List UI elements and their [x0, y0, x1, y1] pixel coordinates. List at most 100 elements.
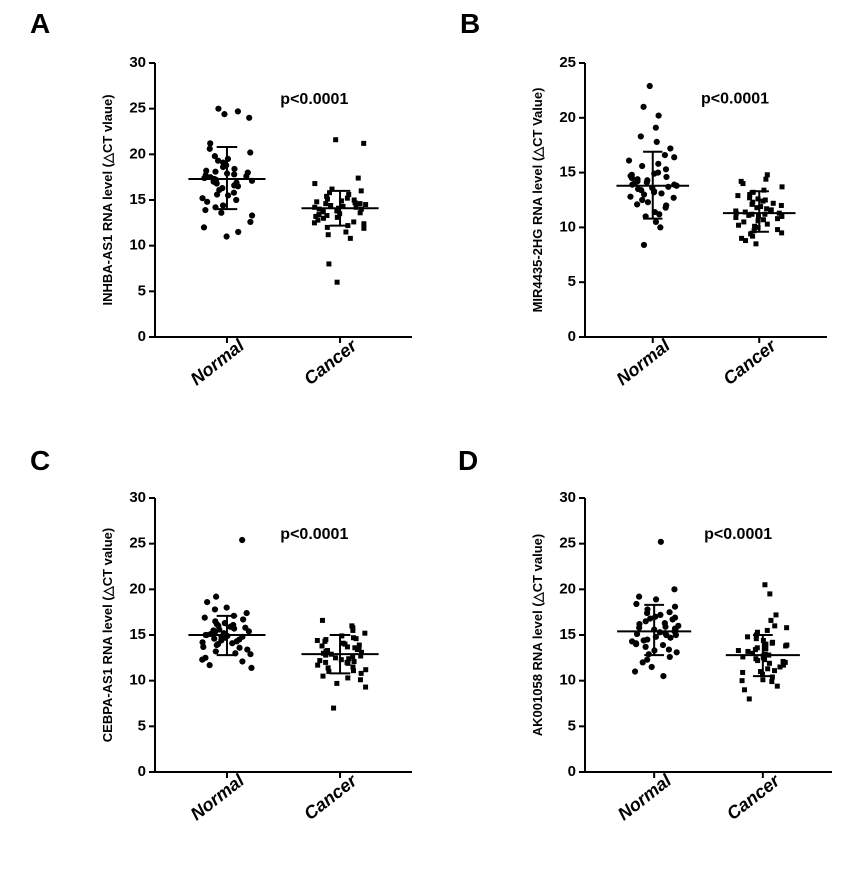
data-point — [211, 636, 217, 642]
data-point — [333, 137, 338, 142]
data-point — [660, 673, 666, 679]
data-point — [231, 166, 237, 172]
data-point — [745, 649, 750, 654]
data-point — [361, 221, 366, 226]
data-point — [353, 200, 358, 205]
data-point — [362, 631, 367, 636]
data-point — [239, 658, 245, 664]
ytick-label: 5 — [138, 717, 146, 734]
data-point — [213, 594, 219, 600]
data-point — [663, 632, 669, 638]
ytick-label: 15 — [129, 626, 146, 643]
data-point — [314, 199, 319, 204]
data-point — [627, 194, 633, 200]
data-point — [655, 161, 661, 167]
ytick-label: 20 — [129, 145, 146, 162]
data-point — [663, 166, 669, 172]
p-value: p<0.0001 — [280, 526, 348, 543]
data-point — [316, 212, 321, 217]
data-point — [753, 241, 758, 246]
ylabel: MIR4435-2HG RNA level (△CT Value) — [530, 88, 545, 313]
data-point — [358, 201, 363, 206]
data-point — [736, 648, 741, 653]
ylabel: INHBA-AS1 RNA level (△CT vlaue) — [100, 94, 115, 305]
data-point — [216, 626, 222, 632]
ytick-label: 15 — [559, 626, 576, 643]
data-point — [644, 177, 650, 183]
data-point — [675, 623, 681, 629]
data-point — [215, 158, 221, 164]
data-point — [325, 197, 330, 202]
panel-label-A: A — [30, 8, 50, 39]
data-point — [224, 605, 230, 611]
ytick-label: 10 — [559, 218, 576, 235]
ytick-label: 25 — [129, 100, 146, 117]
data-point — [201, 224, 207, 230]
data-point — [626, 157, 632, 163]
ylabel: CEBPA-AS1 RNA level (△CT value) — [100, 528, 115, 742]
category-label: Normal — [612, 335, 674, 390]
data-point — [660, 642, 666, 648]
panel-label-B: B — [460, 8, 480, 39]
data-point — [247, 149, 253, 155]
data-point — [658, 539, 664, 545]
data-point — [742, 687, 747, 692]
data-point — [638, 187, 644, 193]
data-point — [312, 220, 317, 225]
ytick-label: 25 — [129, 535, 146, 552]
data-point — [674, 649, 680, 655]
data-point — [363, 685, 368, 690]
data-point — [244, 610, 250, 616]
data-point — [672, 615, 678, 621]
data-point — [775, 216, 780, 221]
data-point — [212, 606, 218, 612]
data-point — [323, 637, 328, 642]
plot-C: 051015202530CEBPA-AS1 RNA level (△CT val… — [100, 489, 412, 824]
figure-svg: A 0 5 10 15 20 25 30 INHBA-AS1 RNA level (△CT vl… — [0, 0, 866, 874]
plot-A: 051015202530INHBA-AS1 RNA level (△CT vla… — [100, 54, 412, 389]
figure: A 0 5 10 15 20 25 30 INHBA-AS1 RNA level (△CT vl… — [0, 0, 866, 874]
data-point — [773, 612, 778, 617]
data-point — [784, 643, 789, 648]
data-point — [345, 644, 350, 649]
p-value: p<0.0001 — [280, 91, 348, 108]
ytick-label: 15 — [559, 164, 576, 181]
data-point — [351, 635, 356, 640]
data-point — [740, 670, 745, 675]
data-point — [633, 601, 639, 607]
data-point — [326, 261, 331, 266]
data-point — [760, 199, 765, 204]
data-point — [215, 641, 221, 647]
data-point — [662, 152, 668, 158]
data-point — [203, 172, 209, 178]
data-point — [321, 209, 326, 214]
data-point — [656, 211, 662, 217]
data-point — [641, 242, 647, 248]
data-point — [352, 659, 357, 664]
data-point — [350, 625, 355, 630]
data-point — [320, 674, 325, 679]
data-point — [335, 280, 340, 285]
category-label: Cancer — [723, 770, 784, 824]
data-point — [645, 199, 651, 205]
data-point — [244, 647, 250, 653]
data-point — [249, 212, 255, 218]
data-point — [784, 625, 789, 630]
ytick-label: 15 — [129, 191, 146, 208]
data-point — [663, 174, 669, 180]
category-label: Cancer — [300, 335, 361, 389]
data-point — [230, 622, 236, 628]
data-point — [320, 618, 325, 623]
ytick-label: 30 — [129, 489, 146, 506]
data-point — [218, 210, 224, 216]
data-point — [200, 644, 206, 650]
ytick-label: 0 — [138, 328, 146, 345]
data-point — [240, 616, 246, 622]
data-point — [231, 182, 237, 188]
ytick-label: 5 — [568, 717, 576, 734]
data-point — [315, 638, 320, 643]
data-point — [207, 662, 213, 668]
data-point — [233, 197, 239, 203]
data-point — [763, 177, 768, 182]
data-point — [220, 202, 226, 208]
